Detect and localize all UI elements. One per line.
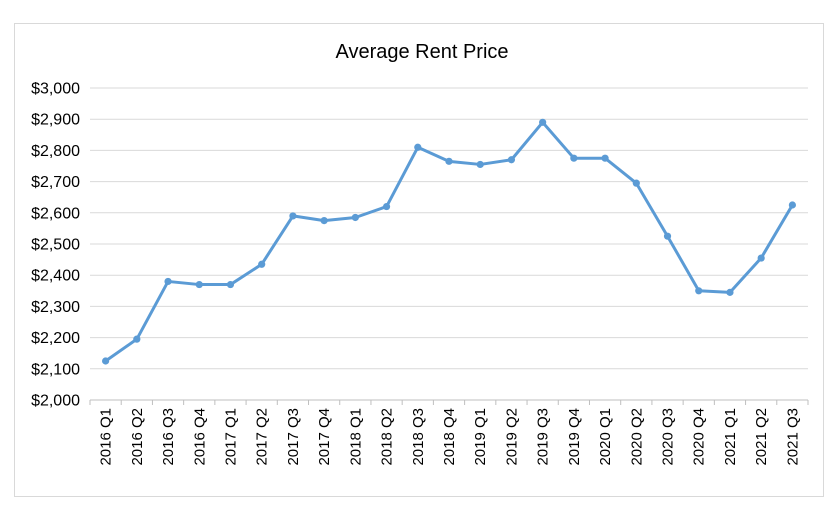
x-tick-label: 2018 Q3 bbox=[410, 408, 427, 466]
data-point bbox=[164, 277, 172, 286]
x-tick-label: 2021 Q1 bbox=[722, 408, 739, 466]
x-tick-label: 2017 Q3 bbox=[285, 408, 302, 466]
x-tick-label: 2017 Q2 bbox=[254, 408, 271, 466]
y-tick-label: $2,000 bbox=[31, 393, 80, 410]
x-axis-ticks: 2016 Q1 2016 Q2 2016 Q3 2016 Q4 2017 Q1 2017 … bbox=[89, 400, 809, 466]
data-point bbox=[788, 201, 796, 209]
data-point bbox=[601, 154, 609, 162]
data-point bbox=[289, 212, 297, 220]
data-point bbox=[351, 213, 359, 222]
x-tick-label: 2016 Q2 bbox=[129, 408, 146, 466]
data-point bbox=[445, 157, 453, 165]
x-tick-label: 2020 Q1 bbox=[597, 408, 614, 466]
x-tick-label: 2019 Q1 bbox=[472, 408, 489, 466]
data-point bbox=[539, 118, 547, 126]
data-point bbox=[382, 202, 391, 211]
x-tick-label: 2019 Q4 bbox=[566, 408, 583, 466]
data-point bbox=[757, 254, 765, 262]
x-tick-label: 2018 Q4 bbox=[441, 408, 458, 466]
x-tick-label: 2016 Q3 bbox=[160, 408, 177, 466]
y-tick-label: $3,000 bbox=[31, 81, 80, 98]
data-point bbox=[476, 160, 484, 169]
data-point bbox=[414, 143, 422, 151]
x-tick-label: 2019 Q2 bbox=[503, 408, 520, 466]
x-tick-label: 2020 Q3 bbox=[660, 408, 677, 466]
y-axis-ticks: $2,000 $2,100 $2,200 $2,300 $2,400 $2,500 $2,6… bbox=[31, 81, 80, 410]
y-tick-label: $2,200 bbox=[31, 330, 80, 347]
series bbox=[102, 118, 796, 365]
y-tick-label: $2,500 bbox=[31, 237, 80, 254]
data-point bbox=[226, 280, 235, 289]
y-tick-label: $2,300 bbox=[31, 299, 80, 316]
data-point bbox=[695, 287, 703, 295]
data-point bbox=[258, 260, 266, 268]
x-tick-label: 2020 Q4 bbox=[691, 408, 708, 466]
chart-frame bbox=[14, 23, 824, 497]
y-tick-label: $2,900 bbox=[31, 112, 80, 129]
data-point bbox=[102, 357, 110, 365]
y-tick-label: $2,400 bbox=[31, 268, 80, 285]
data-point bbox=[663, 232, 672, 240]
data-point bbox=[632, 179, 640, 187]
data-point bbox=[570, 154, 578, 162]
y-tick-label: $2,600 bbox=[31, 205, 80, 222]
y-tick-label: $2,700 bbox=[31, 174, 80, 191]
chart-title: Average Rent Price bbox=[335, 41, 508, 63]
gridlines bbox=[90, 87, 808, 370]
data-point bbox=[133, 335, 141, 343]
x-tick-label: 2016 Q4 bbox=[191, 408, 208, 466]
x-tick-label: 2020 Q2 bbox=[628, 408, 645, 466]
x-tick-label: 2017 Q1 bbox=[222, 408, 239, 466]
data-point bbox=[320, 217, 328, 225]
data-point bbox=[507, 156, 516, 164]
data-point bbox=[195, 280, 203, 289]
x-tick-label: 2018 Q2 bbox=[379, 408, 396, 466]
x-tick-label: 2021 Q3 bbox=[784, 408, 801, 466]
x-tick-label: 2018 Q1 bbox=[347, 408, 364, 466]
x-tick-label: 2016 Q1 bbox=[98, 408, 115, 466]
y-tick-label: $2,800 bbox=[31, 143, 80, 160]
x-tick-label: 2019 Q3 bbox=[535, 408, 552, 466]
x-tick-label: 2017 Q4 bbox=[316, 408, 333, 466]
y-tick-label: $2,100 bbox=[31, 361, 80, 378]
data-point bbox=[726, 288, 734, 296]
x-tick-label: 2021 Q2 bbox=[753, 408, 770, 466]
